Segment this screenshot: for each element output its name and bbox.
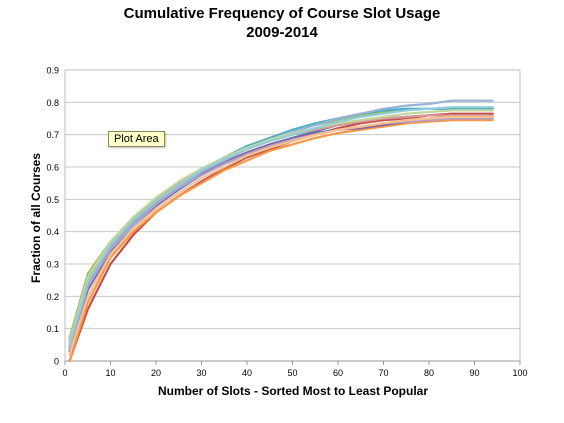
y-tick-label: 0.1	[46, 324, 59, 334]
x-tick-label: 70	[378, 368, 388, 378]
x-tick-label: 30	[196, 368, 206, 378]
x-tick-label: 100	[512, 368, 527, 378]
y-tick-label: 0.3	[46, 260, 59, 270]
x-tick-label: 80	[424, 368, 434, 378]
axes	[64, 69, 521, 365]
x-tick-label: 20	[151, 368, 161, 378]
y-tick-label: 0.8	[46, 98, 59, 108]
x-axis-label: Number of Slots - Sorted Most to Least P…	[158, 384, 428, 398]
series-line-10	[68, 117, 494, 350]
series-line-12	[68, 106, 494, 346]
x-tick-label: 60	[333, 368, 343, 378]
chart-title: Cumulative Frequency of Course Slot Usag…	[123, 5, 441, 22]
series-line-4	[68, 118, 494, 363]
x-tick-label: 40	[242, 368, 252, 378]
series-line-3	[68, 112, 494, 363]
y-tick-label: 0	[54, 357, 59, 367]
x-tick-label: 10	[105, 368, 115, 378]
tick-labels: 0 0.1 0.2 0.3 0.4 0.5 0.6 0.7 0.8 0.9 0 10 20 30 40 50 6…	[46, 66, 527, 379]
x-tick-label: 50	[287, 368, 297, 378]
y-axis-label: Fraction of all Courses	[29, 153, 43, 283]
x-tick-label: 90	[469, 368, 479, 378]
chart-subtitle: 2009-2014	[246, 24, 318, 41]
series-line-9	[68, 109, 494, 343]
y-tick-label: 0.5	[46, 195, 59, 205]
y-tick-label: 0.2	[46, 292, 59, 302]
y-tick-label: 0.9	[46, 66, 59, 76]
y-tick-label: 0.4	[46, 227, 59, 237]
x-tick-label: 0	[62, 368, 67, 378]
y-tick-label: 0.6	[46, 163, 59, 173]
plot-area-tooltip: Plot Area	[108, 131, 165, 147]
series-lines	[68, 99, 494, 363]
series-line-11	[68, 115, 494, 356]
y-tick-label: 0.7	[46, 130, 59, 140]
